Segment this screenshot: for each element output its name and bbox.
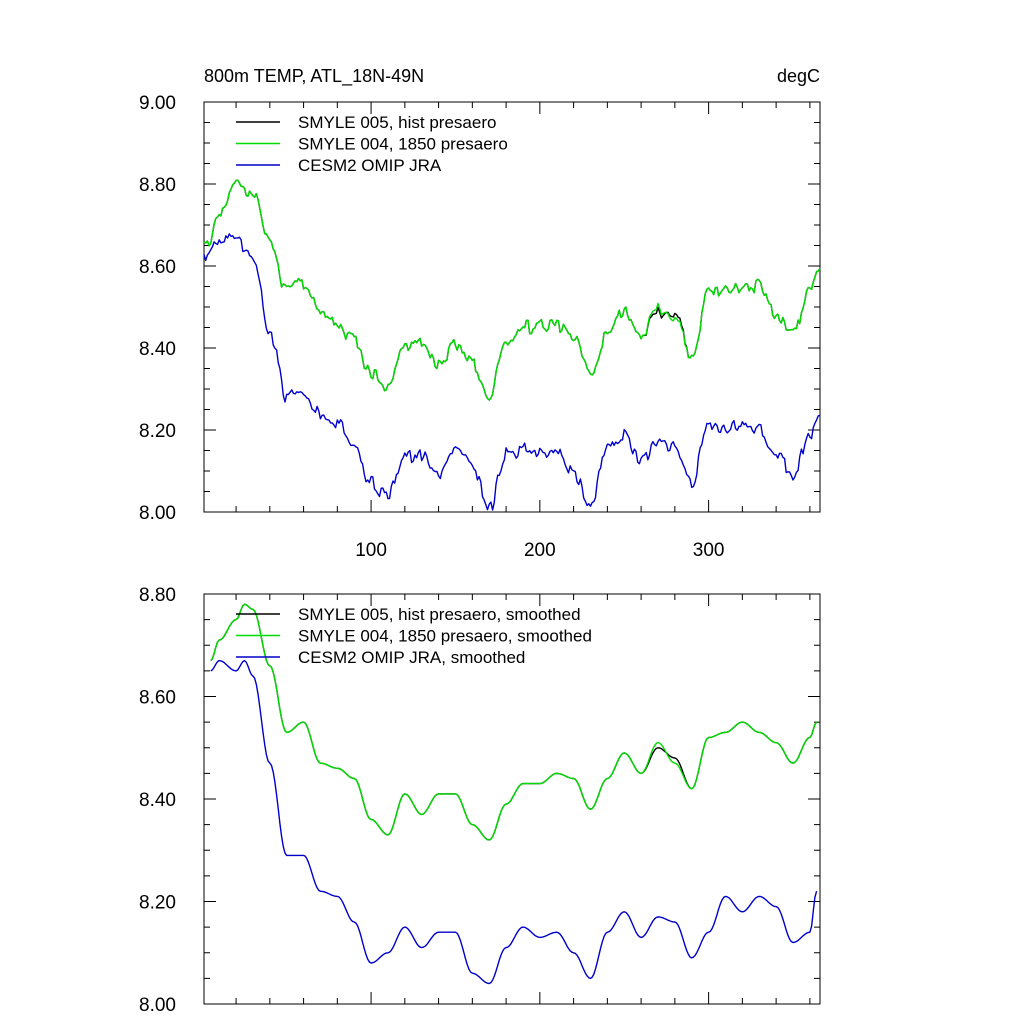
tick-marks-smoothed	[204, 593, 820, 1005]
series-line	[210, 603, 818, 841]
y-tick-label: 9.00	[139, 93, 176, 114]
series-line	[203, 179, 821, 401]
y-tick-label: 8.80	[139, 175, 176, 196]
x-tick-label: 200	[524, 540, 556, 561]
x-tick-label: 100	[355, 540, 387, 561]
y-tick-label: 8.80	[139, 585, 176, 606]
y-tick-label: 8.20	[139, 421, 176, 442]
chart-title: 800m TEMP, ATL_18N-49N	[204, 66, 424, 87]
y-tick-label: 8.00	[139, 503, 176, 524]
series-line	[210, 659, 818, 985]
legend-label: CESM2 OMIP JRA	[298, 156, 442, 175]
series-line	[203, 233, 821, 511]
legend-label: SMYLE 004, 1850 presaero, smoothed	[298, 627, 592, 646]
units-label: degC	[777, 66, 820, 86]
y-tick-labels: 9.00 8.80 8.60 8.40 8.20 8.00	[139, 93, 176, 524]
y-tick-label: 8.40	[139, 790, 176, 811]
legend-smoothed: SMYLE 005, hist presaero, smoothed SMYLE …	[236, 605, 592, 667]
y-tick-label: 8.60	[139, 688, 176, 709]
legend: SMYLE 005, hist presaero SMYLE 004, 1850 …	[236, 113, 508, 175]
legend-label: SMYLE 005, hist presaero	[298, 113, 496, 132]
series-lines-smoothed	[210, 603, 818, 985]
bottom-panel: 8.80 8.60 8.40 8.20 8.00 SMYLE 005, hist pre…	[139, 585, 821, 1016]
legend-label: CESM2 OMIP JRA, smoothed	[298, 648, 525, 667]
x-tick-labels: 100 200 300	[355, 540, 724, 561]
series-lines	[203, 179, 821, 511]
y-tick-label: 8.40	[139, 339, 176, 360]
y-tick-label: 8.60	[139, 257, 176, 278]
legend-label: SMYLE 004, 1850 presaero	[298, 135, 508, 154]
x-tick-label: 300	[693, 540, 725, 561]
y-tick-labels-smoothed: 8.80 8.60 8.40 8.20 8.00	[139, 585, 176, 1016]
y-tick-label: 8.00	[139, 995, 176, 1016]
y-tick-label: 8.20	[139, 893, 176, 914]
legend-label: SMYLE 005, hist presaero, smoothed	[298, 605, 581, 624]
tick-marks	[204, 101, 820, 513]
plot-frame	[203, 101, 821, 513]
top-panel: 800m TEMP, ATL_18N-49N degC 9.00 8.80 8.60…	[139, 66, 821, 561]
